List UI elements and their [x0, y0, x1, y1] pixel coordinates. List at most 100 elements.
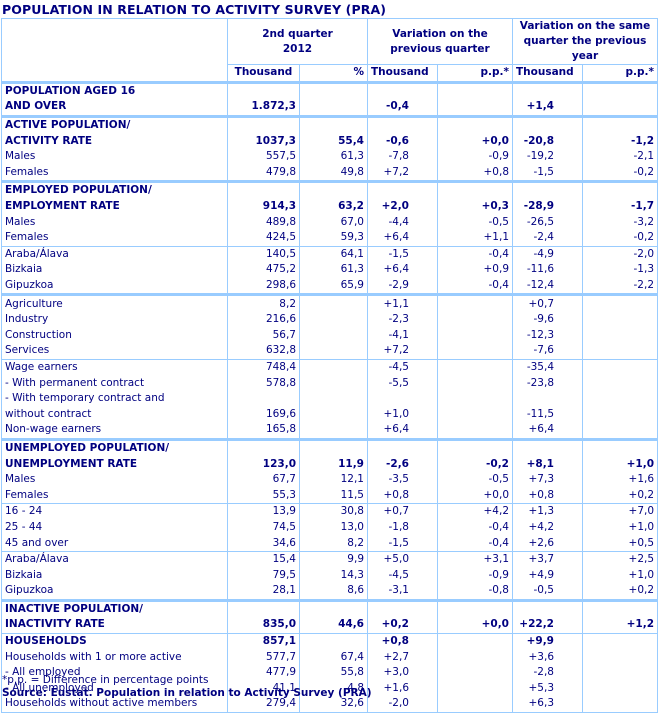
value-cell: -28,9 [512, 198, 583, 215]
value-cell [581, 99, 659, 117]
value-cell: 49,8 [299, 164, 368, 182]
value-cell: -2,1 [581, 148, 659, 165]
row-label: Agriculture [1, 293, 228, 312]
value-cell: -19,2 [512, 148, 583, 165]
value-cell: 64,1 [299, 245, 368, 263]
value-cell [581, 680, 659, 697]
value-cell: 30,8 [299, 503, 368, 520]
value-cell: +7,3 [512, 471, 583, 488]
value-cell: -0,8 [437, 583, 513, 601]
value-cell: 557,5 [227, 148, 300, 165]
table-row: Females 479,8 49,8 +7,2 +0,8 -1,5 -0,2 [1, 164, 659, 182]
table-row: INACTIVITY RATE 835,0 44,6 +0,2 +0,0 +22,2 +1,… [1, 617, 659, 634]
value-cell [227, 437, 300, 457]
table-row: ACTIVE POPULATION/ [1, 114, 659, 134]
value-cell: -3,1 [367, 583, 438, 601]
table-row: Females 424,5 59,3 +6,4 +1,1 -2,4 -0,2 [1, 229, 659, 247]
value-cell: 44,6 [299, 617, 368, 634]
row-label: UNEMPLOYED POPULATION/ [1, 437, 228, 457]
value-cell [581, 311, 659, 328]
table-row: Males 67,7 12,1 -3,5 -0,5 +7,3 +1,6 [1, 471, 659, 488]
value-cell [581, 696, 659, 713]
value-cell: -0,2 [581, 164, 659, 182]
value-cell [437, 422, 513, 440]
value-cell: 13,0 [299, 519, 368, 536]
value-cell [581, 327, 659, 344]
value-cell: +3,6 [512, 649, 583, 665]
value-cell: 13,9 [227, 503, 300, 520]
value-cell [299, 390, 368, 407]
value-cell: +1,6 [367, 680, 438, 697]
value-cell: +1,0 [367, 406, 438, 423]
value-cell [299, 406, 368, 423]
value-cell [581, 80, 659, 100]
value-cell [581, 293, 659, 312]
value-cell: 28,1 [227, 583, 300, 601]
value-cell: -1,5 [512, 164, 583, 182]
row-label: Services [1, 343, 228, 360]
value-cell: 1.872,3 [227, 99, 300, 117]
value-cell: 59,3 [299, 229, 368, 247]
value-cell [437, 375, 513, 391]
value-cell [581, 358, 659, 376]
table-row: - With permanent contract 578,8 -5,5 -23,8 [1, 375, 659, 391]
value-cell [299, 99, 368, 117]
value-cell: -4,9 [512, 245, 583, 263]
header-thousand: Thousand [367, 64, 438, 83]
table-row: Non-wage earners 165,8 +6,4 +6,4 [1, 422, 659, 440]
row-label: - With temporary contract and [1, 390, 228, 407]
value-cell [299, 358, 368, 376]
table-row: 25 - 44 74,5 13,0 -1,8 -0,4 +4,2 +1,0 [1, 519, 659, 536]
value-cell [299, 180, 368, 199]
value-cell: 55,8 [299, 664, 368, 681]
value-cell: +7,0 [581, 503, 659, 520]
value-cell: +3,7 [512, 550, 583, 568]
value-cell [437, 598, 513, 618]
value-cell: 11,9 [299, 456, 368, 472]
value-cell [437, 406, 513, 423]
value-cell: 578,8 [227, 375, 300, 391]
value-cell: +0,8 [367, 487, 438, 504]
table-row: HOUSEHOLDS 857,1 +0,8 +9,9 [1, 632, 659, 650]
value-cell: 55,3 [227, 487, 300, 504]
value-cell [299, 80, 368, 100]
value-cell: +0,8 [512, 487, 583, 504]
value-cell: 479,8 [227, 164, 300, 182]
value-cell: +0,3 [437, 198, 513, 215]
row-label: 16 - 24 [1, 503, 228, 520]
value-cell: 61,3 [299, 262, 368, 278]
value-cell [581, 422, 659, 440]
value-cell: 61,3 [299, 148, 368, 165]
value-cell: +1,4 [512, 99, 583, 117]
row-label: Gipuzkoa [1, 277, 228, 295]
table-row: Gipuzkoa 298,6 65,9 -2,9 -0,4 -12,4 -2,2 [1, 277, 659, 295]
value-cell: 63,2 [299, 198, 368, 215]
table-row: - All employed 477,9 55,8 +3,0 -2,8 [1, 664, 659, 681]
value-cell: -0,5 [437, 214, 513, 230]
value-cell [299, 343, 368, 360]
value-cell [437, 358, 513, 376]
value-cell [581, 598, 659, 618]
row-label: Bizkaia [1, 262, 228, 278]
value-cell [227, 114, 300, 134]
value-cell: +2,0 [367, 198, 438, 215]
value-cell: -4,1 [367, 327, 438, 344]
value-cell [512, 390, 583, 407]
value-cell: -3,5 [367, 471, 438, 488]
value-cell: -0,4 [437, 519, 513, 536]
row-label: Females [1, 164, 228, 182]
value-cell [581, 437, 659, 457]
value-cell: -2,6 [367, 456, 438, 472]
value-cell [437, 311, 513, 328]
table-row: Males 489,8 67,0 -4,4 -0,5 -26,5 -3,2 [1, 214, 659, 230]
table-row: without contract 169,6 +1,0 -11,5 [1, 406, 659, 423]
table-row: - With temporary contract and [1, 390, 659, 407]
value-cell: -2,0 [367, 696, 438, 713]
value-cell: +0,0 [437, 617, 513, 634]
value-cell: -2,3 [367, 311, 438, 328]
table-row: Construction 56,7 -4,1 -12,3 [1, 327, 659, 344]
value-cell: +0,8 [437, 164, 513, 182]
value-cell [437, 632, 513, 650]
row-label: 25 - 44 [1, 519, 228, 536]
source-note: Source: Eustat. Population in relation t… [2, 687, 372, 699]
